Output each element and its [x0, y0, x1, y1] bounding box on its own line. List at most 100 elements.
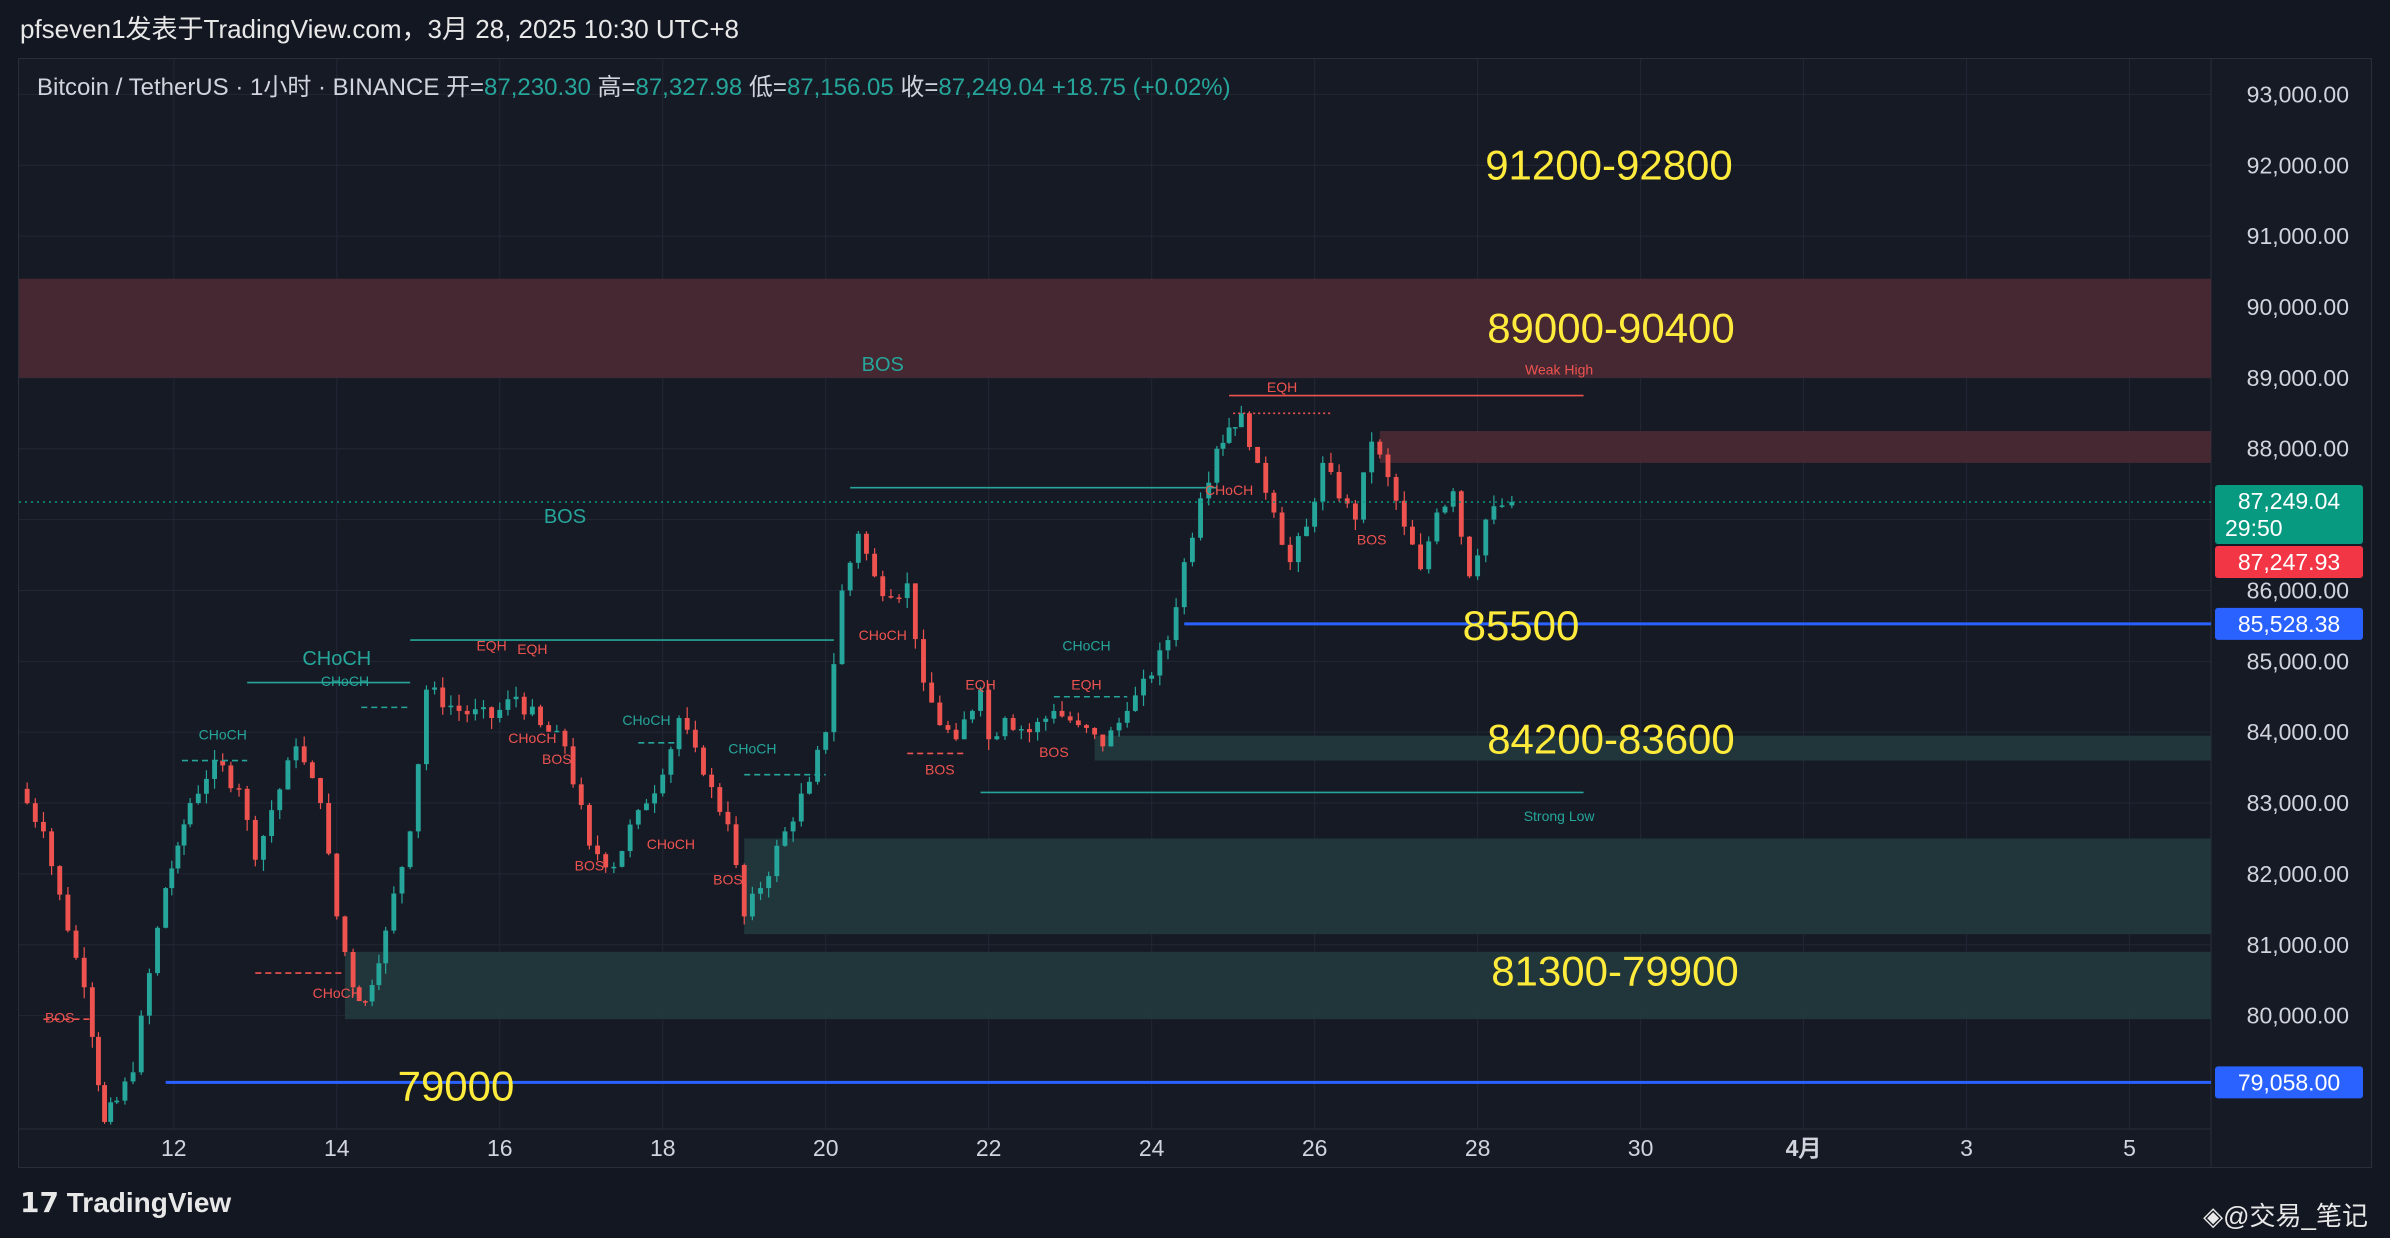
legend-close-label: 收= [900, 74, 938, 101]
tradingview-logo[interactable]: 𝟭𝟳 TradingView [20, 1186, 231, 1219]
candle-body [464, 710, 470, 715]
candle-body [880, 576, 886, 597]
candle-body [24, 788, 30, 804]
y-tick-label: 84,000.00 [2247, 719, 2349, 745]
candle-body [326, 803, 332, 854]
candle-body [652, 793, 658, 804]
candle-body [1467, 536, 1472, 577]
x-tick-label: 5 [2123, 1135, 2136, 1161]
candle-body [391, 893, 397, 931]
zone-box [1379, 431, 2211, 463]
zone-annotation: 79000 [398, 1062, 515, 1109]
candle-body [1226, 427, 1232, 443]
candle-body [73, 930, 79, 958]
candle-body [929, 682, 935, 703]
candle-body [595, 845, 600, 855]
candle-body [806, 781, 812, 794]
candle-body [489, 707, 495, 719]
candle-body [1141, 678, 1146, 696]
candle-body [676, 718, 682, 750]
candle-body [440, 687, 446, 708]
price-badge [2215, 1066, 2363, 1099]
candle-body [1369, 441, 1375, 473]
candle-body [1010, 718, 1016, 730]
structure-label: EQH [1267, 379, 1297, 395]
candle-body [733, 824, 739, 866]
candle-body [1043, 718, 1049, 722]
x-tick-label: 30 [1628, 1135, 1654, 1161]
y-tick-label: 93,000.00 [2247, 81, 2349, 107]
price-badge-text: 85,528.38 [2238, 611, 2340, 637]
candle-body [1035, 721, 1041, 733]
candle-body [293, 746, 299, 761]
candle-body [362, 1001, 368, 1003]
price-badge-text: 87,247.93 [2238, 549, 2340, 575]
structure-label: EQH [517, 641, 547, 657]
candle-body [603, 854, 609, 868]
y-tick-label: 86,000.00 [2247, 577, 2349, 603]
candle-body [383, 930, 389, 964]
candle-body [269, 810, 275, 837]
candle-body [1232, 427, 1238, 429]
candle-body [415, 764, 421, 832]
x-tick-label: 26 [1302, 1135, 1328, 1161]
candle-body [212, 760, 217, 779]
candle-body [709, 774, 715, 788]
chart-canvas[interactable]: BOS BOS CHoCH CHoCH CHoCH CHoCH CHoCH CHoCH BOS C… [19, 59, 2371, 1167]
legend-high-label: 高= [597, 74, 635, 101]
x-tick-label: 24 [1139, 1135, 1165, 1161]
legend-change: +18.75 (+0.02%) [1052, 74, 1231, 101]
candle-body [228, 765, 234, 789]
candle-body [356, 987, 362, 1002]
candle-body [456, 705, 462, 711]
y-tick-label: 82,000.00 [2247, 861, 2349, 887]
candle-body [660, 774, 666, 794]
candle-body [376, 963, 382, 986]
candle-body [839, 590, 845, 665]
candle-body [114, 1100, 120, 1103]
price-badge-text: 87,249.04 [2238, 488, 2341, 514]
candle-body [847, 562, 853, 591]
y-tick-label: 80,000.00 [2247, 1003, 2349, 1029]
candle-body [1483, 519, 1489, 556]
y-tick-label: 85,000.00 [2247, 648, 2349, 674]
candle-body [309, 762, 315, 779]
zone-annotation: 85500 [1463, 602, 1580, 649]
x-tick-label: 12 [161, 1135, 187, 1161]
candle-body [1442, 506, 1448, 513]
candle-body [1320, 462, 1326, 502]
candle-body [953, 729, 959, 740]
candle-body [277, 789, 283, 811]
chart-pane[interactable]: BOS BOS CHoCH CHoCH CHoCH CHoCH CHoCH CHoCH BOS C… [18, 58, 2372, 1168]
structure-label: BOS [713, 872, 743, 888]
candle-body [578, 784, 584, 805]
candle-body [163, 888, 169, 928]
structure-label: EQH [476, 638, 506, 654]
structure-label: CHoCH [647, 836, 695, 852]
candle-body [1173, 607, 1179, 641]
candle-body [994, 736, 1000, 740]
candle-body [261, 836, 266, 860]
candle-body [717, 787, 723, 812]
candle-body [1509, 501, 1515, 506]
candle-body [1385, 454, 1391, 478]
candle-body [1092, 727, 1098, 735]
candle-body [570, 746, 576, 785]
candle-body [1328, 462, 1334, 472]
watermark-icon: ◈ [2203, 1201, 2224, 1231]
candle-body [220, 760, 226, 766]
structure-label: CHoCH [313, 985, 361, 1001]
candle-body [108, 1102, 114, 1122]
candle-body [1059, 710, 1065, 717]
x-tick-label: 22 [976, 1135, 1002, 1161]
candle-body [888, 596, 894, 598]
ohlc-legend: Bitcoin / TetherUS · 1小时 · BINANCE 开=87,… [37, 74, 1231, 101]
candle-body [831, 664, 837, 733]
y-tick-label: 88,000.00 [2247, 436, 2349, 462]
candle-body [864, 533, 869, 554]
structure-label: BOS [544, 506, 586, 528]
candle-body [1304, 526, 1309, 537]
candle-body [521, 696, 527, 715]
candle-body [1100, 734, 1106, 747]
candle-body [782, 831, 788, 846]
